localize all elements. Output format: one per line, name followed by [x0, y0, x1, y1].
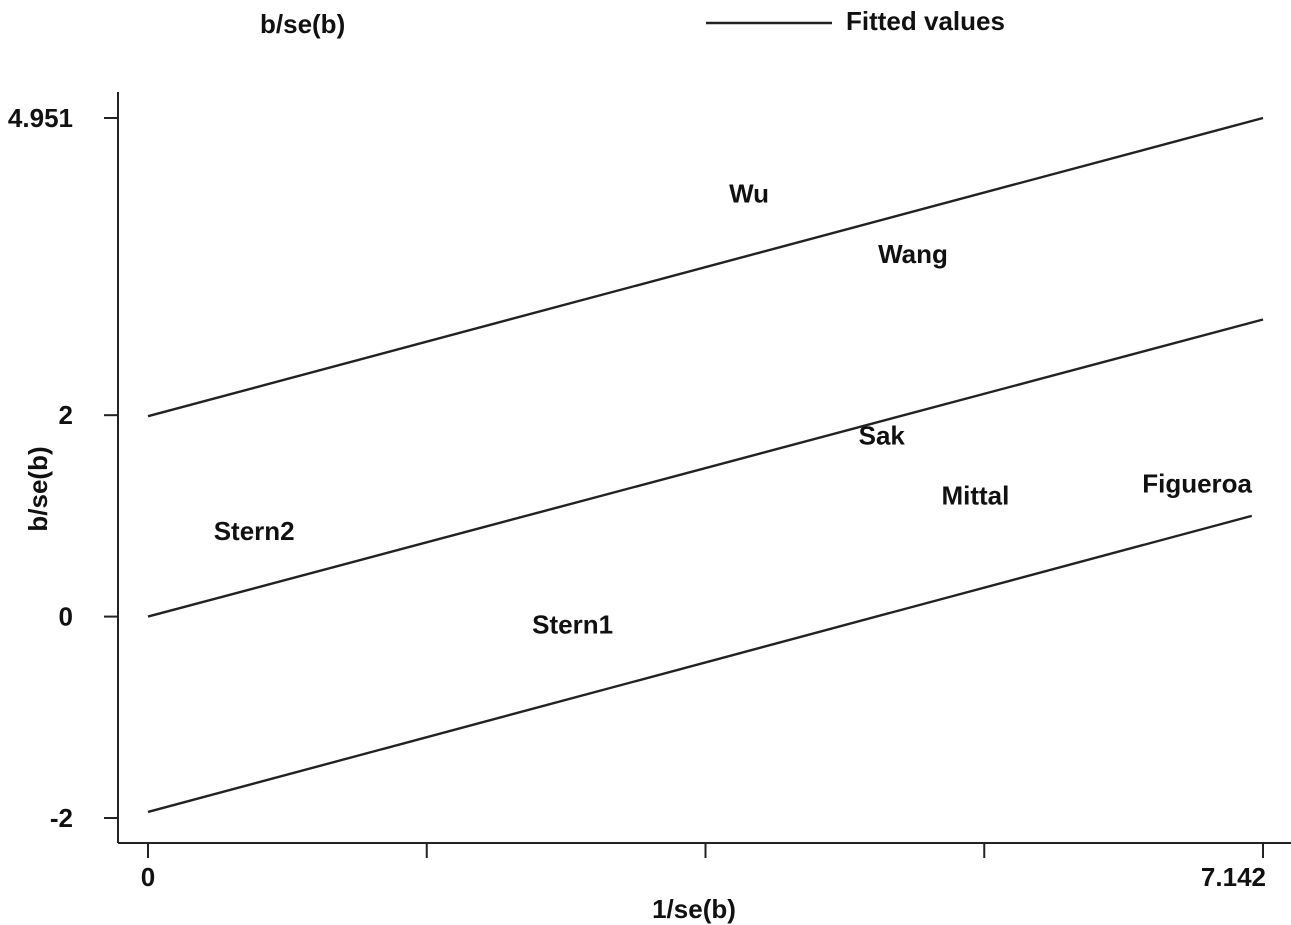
x-tick-label: 0	[141, 862, 155, 892]
x-tick-label: 7.142	[1201, 862, 1266, 892]
legend: b/se(b) Fitted values	[260, 6, 1005, 39]
y-ticks: -2 0 2 4.951	[8, 103, 118, 833]
point-labels: Wu Wang Sak Mittal Figueroa Stern2 Stern1	[214, 179, 1253, 640]
point-label-stern2: Stern2	[214, 516, 295, 546]
legend-label-fitted: Fitted values	[846, 6, 1005, 36]
fitted-line-fitted	[147, 318, 1264, 618]
point-label-wang: Wang	[878, 239, 948, 269]
y-tick-label: 0	[59, 602, 73, 632]
y-tick-label: 4.951	[8, 103, 73, 133]
x-ticks: 0 7.142	[141, 843, 1266, 892]
point-label-stern1: Stern1	[532, 610, 613, 640]
legend-label-points: b/se(b)	[260, 9, 345, 39]
y-tick-label: -2	[50, 803, 73, 833]
point-label-wu: Wu	[729, 179, 769, 209]
fitted-lines	[147, 116, 1264, 814]
point-label-sak: Sak	[859, 420, 906, 450]
point-label-figueroa: Figueroa	[1142, 469, 1252, 499]
y-tick-label: 2	[59, 400, 73, 430]
y-axis-label: b/se(b)	[23, 446, 53, 531]
fitted-line-upper	[147, 116, 1264, 418]
fitted-line-lower	[147, 514, 1253, 814]
point-label-mittal: Mittal	[941, 481, 1009, 511]
x-axis-label: 1/se(b)	[652, 894, 736, 924]
